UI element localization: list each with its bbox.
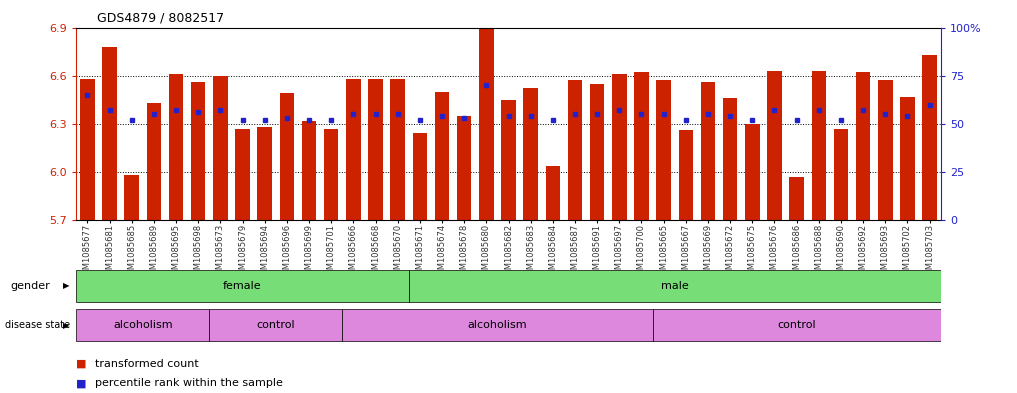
- Bar: [346, 79, 361, 220]
- Text: control: control: [256, 320, 295, 330]
- FancyBboxPatch shape: [76, 270, 409, 302]
- Text: ▶: ▶: [63, 321, 69, 330]
- Bar: [856, 72, 871, 220]
- Text: alcoholism: alcoholism: [468, 320, 527, 330]
- Bar: [546, 165, 560, 220]
- Bar: [900, 97, 914, 220]
- Text: transformed count: transformed count: [95, 358, 198, 369]
- Bar: [701, 82, 715, 220]
- Text: female: female: [223, 281, 261, 291]
- Bar: [656, 81, 671, 220]
- Bar: [235, 129, 250, 220]
- Text: gender: gender: [10, 281, 50, 291]
- FancyBboxPatch shape: [210, 309, 343, 341]
- Bar: [878, 81, 893, 220]
- Bar: [280, 93, 294, 220]
- Bar: [124, 175, 139, 220]
- Bar: [191, 82, 205, 220]
- Bar: [501, 100, 516, 220]
- Bar: [103, 47, 117, 220]
- Bar: [80, 79, 95, 220]
- Bar: [590, 84, 604, 220]
- FancyBboxPatch shape: [409, 270, 941, 302]
- FancyBboxPatch shape: [76, 309, 210, 341]
- Text: ■: ■: [76, 378, 86, 388]
- Text: ▶: ▶: [63, 281, 69, 290]
- Text: control: control: [777, 320, 816, 330]
- Bar: [302, 121, 316, 220]
- Bar: [789, 177, 803, 220]
- Text: percentile rank within the sample: percentile rank within the sample: [95, 378, 283, 388]
- FancyBboxPatch shape: [343, 309, 653, 341]
- Bar: [745, 124, 760, 220]
- Text: disease state: disease state: [5, 320, 70, 330]
- Text: alcoholism: alcoholism: [113, 320, 173, 330]
- Bar: [922, 55, 937, 220]
- Bar: [812, 71, 826, 220]
- Bar: [834, 129, 848, 220]
- Bar: [723, 98, 737, 220]
- Bar: [767, 71, 782, 220]
- Bar: [635, 72, 649, 220]
- Bar: [524, 88, 538, 220]
- Text: GDS4879 / 8082517: GDS4879 / 8082517: [97, 12, 224, 25]
- Bar: [391, 79, 405, 220]
- Bar: [324, 129, 339, 220]
- Bar: [257, 127, 272, 220]
- Text: ■: ■: [76, 358, 86, 369]
- Bar: [567, 81, 582, 220]
- Bar: [368, 79, 382, 220]
- Bar: [457, 116, 471, 220]
- Bar: [678, 130, 693, 220]
- Bar: [146, 103, 161, 220]
- Bar: [479, 28, 493, 220]
- Text: male: male: [661, 281, 689, 291]
- Bar: [413, 133, 427, 220]
- Bar: [435, 92, 450, 220]
- Bar: [612, 74, 626, 220]
- FancyBboxPatch shape: [653, 309, 941, 341]
- Bar: [214, 76, 228, 220]
- Bar: [169, 74, 183, 220]
